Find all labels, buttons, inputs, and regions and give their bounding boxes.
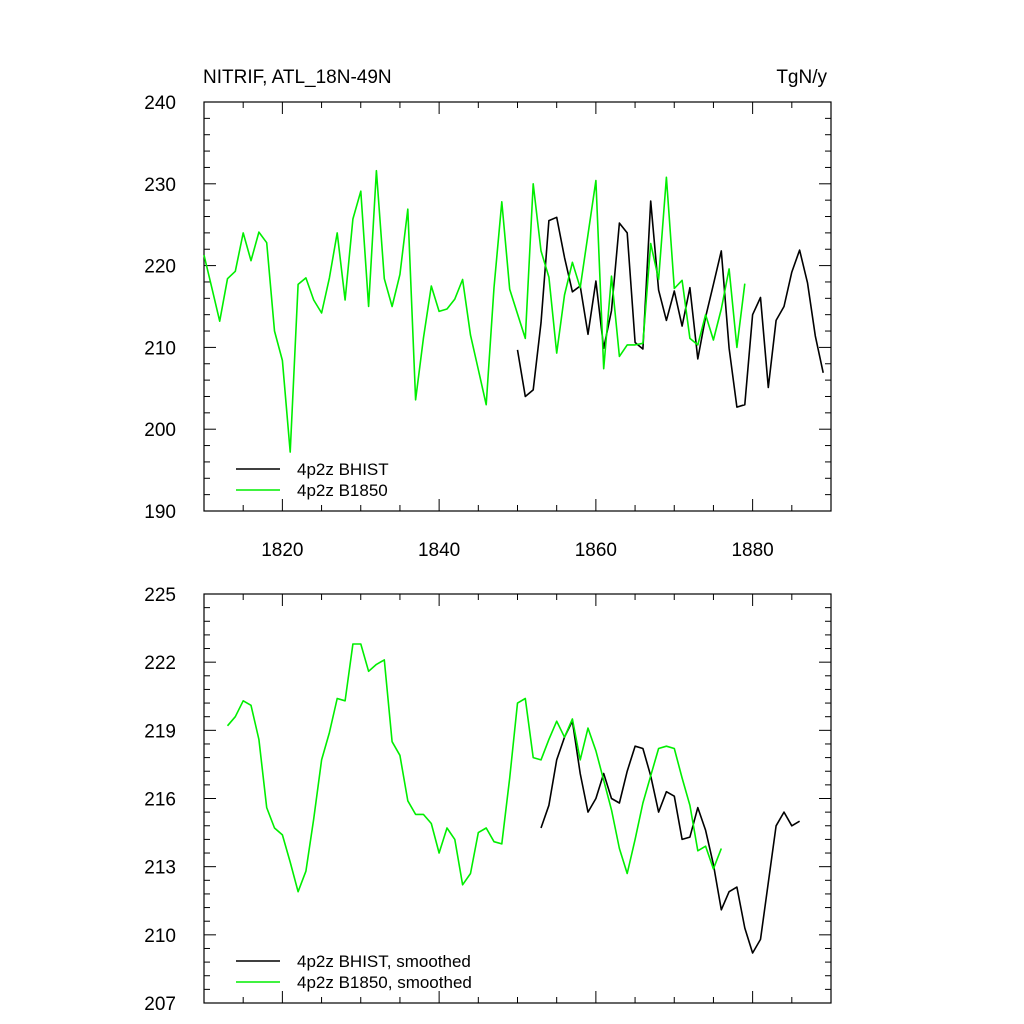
series-line	[226, 643, 723, 893]
legend-label-bhist-smoothed: 4p2z BHIST, smoothed	[297, 952, 471, 971]
legend-label-b1850-smoothed: 4p2z B1850, smoothed	[297, 973, 472, 992]
series-line	[203, 169, 746, 453]
y-tick-label: 225	[144, 585, 176, 606]
y-tick-label: 210	[144, 926, 176, 947]
legend-label-bhist: 4p2z BHIST	[297, 460, 389, 479]
y-tick-label: 230	[144, 175, 176, 196]
y-tick-label: 207	[144, 994, 176, 1015]
x-tick-label: 1860	[575, 540, 617, 561]
y-tick-label: 219	[144, 721, 176, 742]
axis-ticks-top	[204, 101, 831, 512]
plot-frame-bottom	[203, 593, 832, 1004]
y-tick-label: 240	[144, 93, 176, 114]
x-tick-label: 1820	[261, 540, 303, 561]
x-tick-label: 1840	[418, 540, 460, 561]
units-label: TgN/y	[776, 67, 827, 88]
x-tick-labels-top: 1820 1840 1860 1880	[261, 540, 774, 561]
top-panel: NITRIF, ATL_18N-49N TgN/y 190 200 210 220 23…	[144, 67, 832, 561]
y-tick-label: 216	[144, 790, 176, 811]
y-tick-label: 222	[144, 653, 176, 674]
y-tick-label: 213	[144, 858, 176, 879]
series-line	[540, 720, 801, 954]
y-tick-label: 220	[144, 257, 176, 278]
series-lines-bottom	[226, 643, 801, 954]
plot-frame-top	[203, 101, 832, 512]
legend-top: 4p2z BHIST 4p2z B1850	[236, 460, 389, 500]
x-tick-label: 1880	[731, 540, 773, 561]
legend-label-b1850: 4p2z B1850	[297, 481, 388, 500]
chart-title: NITRIF, ATL_18N-49N	[203, 67, 392, 88]
y-tick-labels-bottom: 207 210 213 216 219 222 225	[144, 585, 176, 1015]
y-tick-label: 200	[144, 420, 176, 441]
series-line	[516, 200, 824, 408]
series-lines-top	[203, 169, 824, 453]
bottom-panel: 207 210 213 216 219 222 225 4p2z BHIST, smooth…	[144, 585, 832, 1015]
y-tick-label: 190	[144, 502, 176, 523]
axis-ticks-bottom	[204, 593, 831, 1004]
y-tick-labels-top: 190 200 210 220 230 240	[144, 93, 176, 523]
y-tick-label: 210	[144, 338, 176, 359]
legend-bottom: 4p2z BHIST, smoothed 4p2z B1850, smoothe…	[236, 952, 472, 992]
